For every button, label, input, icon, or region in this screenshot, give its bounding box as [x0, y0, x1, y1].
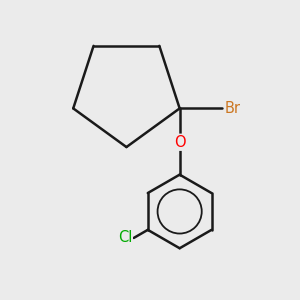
Text: O: O: [174, 135, 185, 150]
Text: Br: Br: [225, 101, 241, 116]
Text: Cl: Cl: [118, 230, 132, 245]
